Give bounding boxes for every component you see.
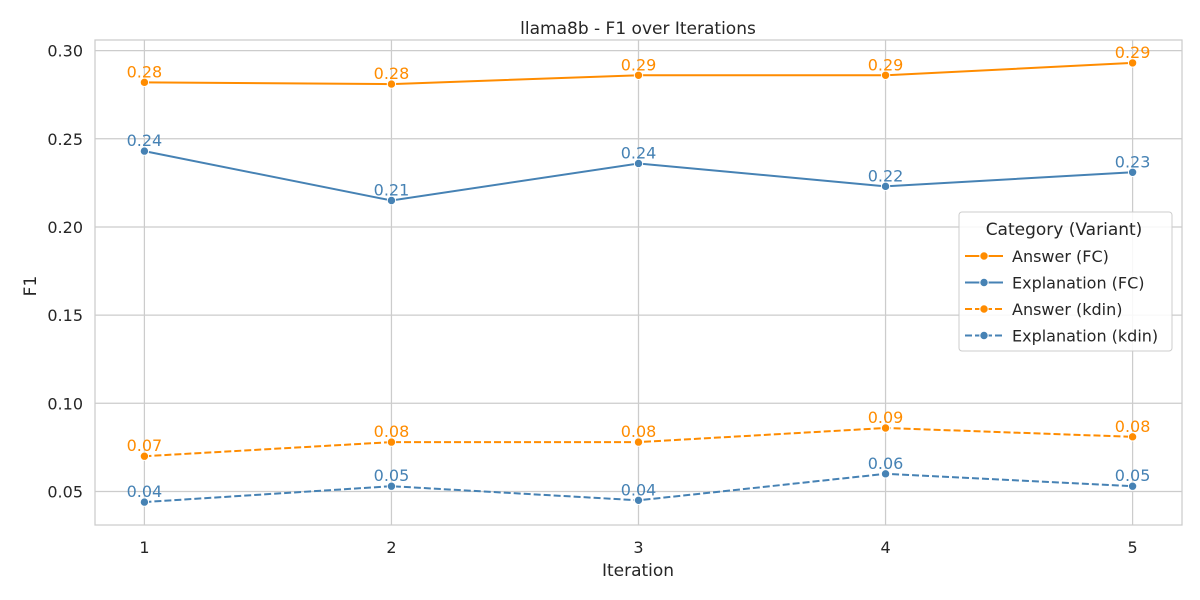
y-tick-label: 0.25: [47, 130, 83, 149]
legend-entries: Answer (FC) Explanation (FC) Answer (kdin)…: [965, 247, 1158, 346]
data-point: [880, 181, 891, 192]
data-point: [386, 195, 397, 206]
data-point: [880, 469, 891, 479]
data-label: 0.29: [1115, 43, 1151, 62]
data-point: [633, 437, 644, 447]
data-label: 0.05: [1115, 466, 1151, 485]
data-point: [880, 423, 891, 433]
data-point: [1127, 58, 1138, 68]
series-0: 0.28 0.28 0.29 0.29 0.29: [127, 43, 1151, 89]
legend-entry: Explanation (kdin): [965, 327, 1158, 346]
data-point: [1127, 481, 1138, 491]
series-3: 0.04 0.05 0.04 0.06 0.05: [127, 454, 1151, 507]
legend-entry: Explanation (FC): [965, 274, 1145, 293]
y-tick-label: 0.15: [47, 306, 83, 325]
x-tick-label: 3: [633, 538, 643, 557]
data-label: 0.04: [621, 480, 657, 499]
legend-label: Explanation (kdin): [1012, 327, 1158, 346]
data-point: [386, 437, 397, 447]
y-tick-label: 0.30: [47, 42, 83, 61]
data-point: [880, 70, 891, 80]
data-label: 0.24: [127, 131, 163, 150]
legend-label: Explanation (FC): [1012, 274, 1145, 293]
x-tick-label: 1: [139, 538, 149, 557]
data-label: 0.06: [868, 454, 904, 473]
data-point: [139, 77, 150, 88]
data-label: 0.23: [1115, 152, 1151, 171]
data-label: 0.04: [127, 482, 163, 501]
grid-lines: [95, 40, 1182, 525]
data-point: [633, 495, 644, 506]
data-label: 0.08: [374, 422, 410, 441]
data-label: 0.08: [1115, 417, 1151, 436]
chart-title: llama8b - F1 over Iterations: [520, 19, 756, 39]
y-tick-labels: 0.05 0.10 0.15 0.20 0.25 0.30: [47, 42, 83, 502]
legend-label: Answer (kdin): [1012, 300, 1123, 319]
data-label: 0.07: [127, 436, 163, 455]
legend-entry: Answer (FC): [965, 247, 1109, 266]
data-point: [139, 497, 150, 507]
legend-marker: [979, 304, 989, 314]
data-point: [386, 79, 397, 89]
y-axis-label: F1: [21, 276, 41, 297]
legend-marker: [979, 251, 989, 261]
data-point: [633, 158, 644, 169]
legend-marker: [979, 330, 989, 341]
x-tick-label: 5: [1127, 538, 1137, 557]
data-label: 0.09: [868, 408, 904, 427]
data-point: [139, 451, 150, 461]
series-1: 0.24 0.21 0.24 0.22 0.23: [127, 131, 1151, 206]
series-layer: 0.28 0.28 0.29 0.29 0.29 0.24 0.21 0.24 0.22 0.23…: [127, 43, 1151, 507]
data-label: 0.21: [374, 180, 410, 199]
data-point: [633, 70, 644, 80]
data-label: 0.28: [374, 64, 410, 83]
y-tick-label: 0.20: [47, 218, 83, 237]
y-tick-label: 0.10: [47, 394, 83, 413]
legend: Category (Variant) Answer (FC) Explanatio…: [958, 211, 1173, 352]
data-point: [386, 481, 397, 491]
legend-marker: [979, 277, 989, 288]
x-tick-label: 4: [880, 538, 890, 557]
data-label: 0.08: [621, 422, 657, 441]
x-tick-labels: 1 2 3 4 5: [139, 538, 1137, 557]
data-label: 0.22: [868, 166, 904, 185]
data-label: 0.29: [621, 55, 657, 74]
legend-box: [958, 211, 1173, 352]
data-point: [139, 146, 150, 156]
data-point: [1127, 432, 1138, 442]
legend-entry: Answer (kdin): [965, 300, 1123, 319]
x-tick-label: 2: [386, 538, 396, 557]
x-axis-label: Iteration: [602, 561, 674, 581]
data-label: 0.29: [868, 55, 904, 74]
y-tick-label: 0.05: [47, 482, 83, 501]
legend-title: Category (Variant): [986, 220, 1143, 240]
data-label: 0.05: [374, 466, 410, 485]
data-point: [1127, 167, 1138, 177]
data-label: 0.28: [127, 62, 163, 81]
data-label: 0.24: [621, 143, 657, 162]
series-2: 0.07 0.08 0.08 0.09 0.08: [127, 408, 1151, 461]
legend-label: Answer (FC): [1012, 247, 1109, 266]
